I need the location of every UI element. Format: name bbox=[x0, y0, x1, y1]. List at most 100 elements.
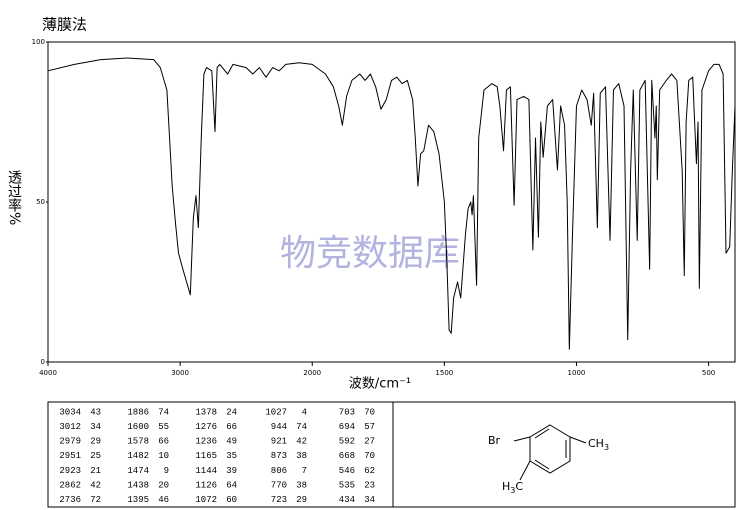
x-tick-label: 1500 bbox=[435, 369, 453, 377]
y-tick-label: 100 bbox=[32, 38, 45, 46]
peak-wavenumber: 535 bbox=[339, 480, 355, 490]
peak-transmittance: 55 bbox=[158, 422, 169, 432]
peak-wavenumber: 1072 bbox=[195, 495, 217, 505]
y-axis-label: 透过率% bbox=[6, 170, 22, 226]
watermark: 物竞数据库 bbox=[280, 233, 460, 274]
peak-transmittance: 38 bbox=[296, 480, 307, 490]
peak-wavenumber: 2979 bbox=[59, 437, 81, 447]
peak-transmittance: 24 bbox=[226, 407, 237, 417]
peak-wavenumber: 1578 bbox=[127, 437, 149, 447]
peak-wavenumber: 2951 bbox=[59, 451, 81, 461]
peak-transmittance: 74 bbox=[158, 407, 169, 417]
peak-wavenumber: 921 bbox=[271, 437, 287, 447]
peak-wavenumber: 1027 bbox=[265, 407, 287, 417]
peak-wavenumber: 1165 bbox=[195, 451, 217, 461]
peak-transmittance: 38 bbox=[296, 451, 307, 461]
x-tick-label: 2000 bbox=[303, 369, 321, 377]
peak-transmittance: 42 bbox=[296, 437, 307, 447]
peak-transmittance: 29 bbox=[296, 495, 307, 505]
peak-wavenumber: 1886 bbox=[127, 407, 149, 417]
peak-transmittance: 43 bbox=[90, 407, 101, 417]
table-frame bbox=[47, 401, 736, 508]
peak-transmittance: 21 bbox=[90, 466, 101, 476]
peak-wavenumber: 944 bbox=[271, 422, 287, 432]
peak-wavenumber: 2923 bbox=[59, 466, 81, 476]
br-label: Br bbox=[488, 434, 501, 447]
benzene-ring bbox=[513, 424, 587, 481]
peak-wavenumber: 1144 bbox=[195, 466, 217, 476]
ch3-ch: CH bbox=[588, 437, 604, 450]
peak-wavenumber: 694 bbox=[339, 422, 355, 432]
peak-transmittance: 35 bbox=[226, 451, 237, 461]
h3c-sub: 3 bbox=[510, 486, 515, 495]
peak-transmittance: 10 bbox=[158, 451, 169, 461]
ring bbox=[529, 424, 571, 474]
x-tick-label: 500 bbox=[702, 369, 715, 377]
peak-wavenumber: 592 bbox=[339, 437, 355, 447]
peak-wavenumber: 770 bbox=[271, 480, 287, 490]
peak-wavenumber: 806 bbox=[271, 466, 287, 476]
ch3-label: CH3 bbox=[588, 437, 609, 452]
peak-transmittance: 72 bbox=[90, 495, 101, 505]
bond bbox=[519, 460, 531, 481]
peak-transmittance: 60 bbox=[226, 495, 237, 505]
peak-transmittance: 34 bbox=[364, 495, 375, 505]
peak-transmittance: 39 bbox=[226, 466, 237, 476]
y-tick-label: 50 bbox=[36, 198, 45, 206]
x-tick-label: 1000 bbox=[568, 369, 586, 377]
peak-wavenumber: 703 bbox=[339, 407, 355, 417]
peak-transmittance: 74 bbox=[296, 422, 307, 432]
peak-wavenumber: 1482 bbox=[127, 451, 149, 461]
peak-wavenumber: 546 bbox=[339, 466, 355, 476]
peak-transmittance: 66 bbox=[226, 422, 237, 432]
peak-transmittance: 23 bbox=[364, 480, 375, 490]
peak-wavenumber: 3012 bbox=[59, 422, 81, 432]
double-bond bbox=[534, 459, 550, 470]
y-tick-label: 0 bbox=[41, 358, 45, 366]
spectrum-line bbox=[47, 57, 736, 350]
h3c-label: H3C bbox=[502, 480, 523, 495]
peak-wavenumber: 1378 bbox=[195, 407, 217, 417]
peak-transmittance: 49 bbox=[226, 437, 237, 447]
peak-transmittance: 62 bbox=[364, 466, 375, 476]
peak-wavenumber: 668 bbox=[339, 451, 355, 461]
peak-wavenumber: 3034 bbox=[59, 407, 81, 417]
plot-frame bbox=[47, 41, 736, 363]
peak-transmittance: 20 bbox=[158, 480, 169, 490]
peak-wavenumber: 1126 bbox=[195, 480, 217, 490]
double-bond bbox=[534, 428, 550, 439]
x-tick-label: 3000 bbox=[171, 369, 189, 377]
peak-wavenumber: 723 bbox=[271, 495, 287, 505]
peak-transmittance: 70 bbox=[364, 451, 375, 461]
peak-wavenumber: 1474 bbox=[127, 466, 149, 476]
peak-transmittance: 7 bbox=[302, 466, 307, 476]
peak-wavenumber: 1236 bbox=[195, 437, 217, 447]
bond bbox=[569, 436, 587, 444]
peak-wavenumber: 1276 bbox=[195, 422, 217, 432]
x-axis-label: 波数/cm⁻¹ bbox=[349, 377, 411, 392]
h3c-h: H bbox=[502, 480, 510, 493]
peak-wavenumber: 873 bbox=[271, 451, 287, 461]
peak-wavenumber: 2862 bbox=[59, 480, 81, 490]
peak-transmittance: 66 bbox=[158, 437, 169, 447]
peak-wavenumber: 434 bbox=[339, 495, 355, 505]
peak-wavenumber: 2736 bbox=[59, 495, 81, 505]
bond bbox=[513, 436, 531, 442]
peak-transmittance: 70 bbox=[364, 407, 375, 417]
peak-wavenumber: 1438 bbox=[127, 480, 149, 490]
chart-title: 薄膜法 bbox=[42, 16, 87, 34]
peak-transmittance: 29 bbox=[90, 437, 101, 447]
x-tick-label: 4000 bbox=[39, 369, 57, 377]
peak-transmittance: 46 bbox=[158, 495, 169, 505]
peak-transmittance: 64 bbox=[226, 480, 237, 490]
h3c-c: C bbox=[515, 480, 523, 493]
peak-transmittance: 9 bbox=[164, 466, 169, 476]
peak-transmittance: 34 bbox=[90, 422, 101, 432]
peak-transmittance: 42 bbox=[90, 480, 101, 490]
ch3-sub: 3 bbox=[604, 443, 609, 452]
peak-transmittance: 4 bbox=[302, 407, 307, 417]
peak-transmittance: 27 bbox=[364, 437, 375, 447]
peak-wavenumber: 1395 bbox=[127, 495, 149, 505]
